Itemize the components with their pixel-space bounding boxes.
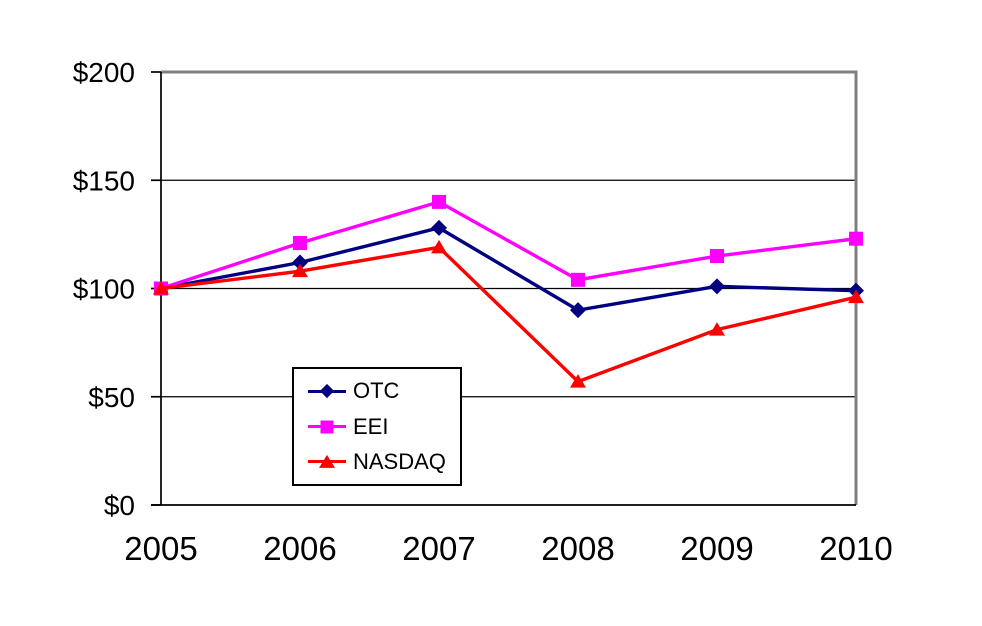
x-tick-label-2008: 2008 (541, 530, 614, 567)
x-tick-label-2009: 2009 (680, 530, 753, 567)
y-tick-label-100: $100 (73, 274, 135, 305)
marker-nasdaq-2005 (153, 281, 169, 295)
x-tick-label-2010: 2010 (819, 530, 892, 567)
nasdaq-line-triangle-swatch (308, 453, 346, 471)
marker-nasdaq-2009 (709, 322, 725, 336)
triangle-marker-icon (319, 454, 335, 468)
series-line-eei (160, 200, 857, 291)
legend-label-nasdaq: NASDAQ (353, 448, 446, 474)
legend-label-eei: EEI (353, 413, 389, 439)
marker-eei-2010 (849, 231, 863, 246)
marker-eei-2006 (293, 236, 307, 251)
eei-line-square-swatch (308, 418, 346, 436)
marker-eei-2007 (432, 194, 446, 209)
series-line-nasdaq (160, 245, 857, 384)
diamond-marker-icon (319, 384, 335, 399)
x-tick-label-2007: 2007 (402, 530, 475, 567)
marker-eei-2008 (571, 272, 585, 287)
series-line-otc (160, 226, 857, 312)
marker-otc-2009 (709, 278, 725, 295)
y-tick-label-150: $150 (73, 165, 135, 196)
legend-item-eei: EEI (308, 414, 460, 440)
y-tick-label-200: $200 (73, 57, 135, 88)
legend-item-nasdaq: NASDAQ (308, 449, 460, 475)
legend-item-otc: OTC (308, 378, 460, 404)
legend: OTC EEI NASDAQ (292, 367, 462, 486)
y-tick-label-50: $50 (88, 382, 135, 413)
x-tick-label-2005: 2005 (124, 530, 197, 567)
marker-nasdaq-2006 (292, 263, 308, 278)
marker-otc-2007 (431, 219, 447, 236)
marker-nasdaq-2008 (570, 374, 586, 388)
marker-nasdaq-2007 (431, 239, 447, 254)
y-tick-label-0: $0 (104, 490, 135, 521)
otc-line-diamond-swatch (308, 382, 346, 400)
marker-otc-2006 (292, 254, 308, 271)
x-tick-label-2006: 2006 (263, 530, 336, 567)
marker-eei-2009 (710, 249, 724, 264)
marker-nasdaq-2010 (848, 289, 864, 304)
legend-label-otc: OTC (353, 378, 400, 404)
square-marker-icon (320, 420, 334, 433)
marker-otc-2008 (570, 302, 586, 319)
